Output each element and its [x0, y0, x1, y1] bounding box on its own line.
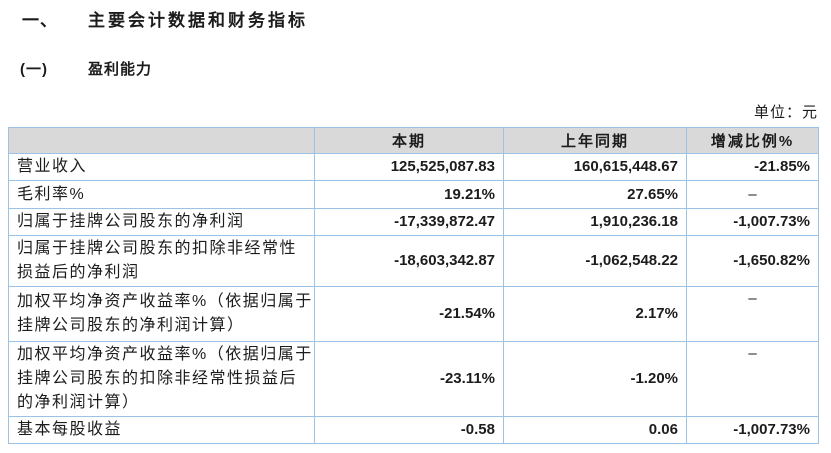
change-ratio-cell: -1,650.82% — [686, 235, 819, 287]
prior-period-cell: 27.65% — [503, 180, 687, 209]
section-heading: 一、 主要会计数据和财务指标 — [22, 6, 308, 31]
row-label-cell: 归属于挂牌公司股东的扣除非经常性损益后的净利润 — [8, 235, 315, 287]
row-label-cell: 加权平均净资产收益率%（依据归属于挂牌公司股东的扣除非经常性损益后的净利润计算） — [8, 341, 315, 417]
current-period-cell: -23.11% — [314, 341, 504, 417]
unit-label: 单位：元 — [753, 104, 818, 121]
prior-period-cell: 0.06 — [503, 416, 687, 444]
row-label-cell: 基本每股收益 — [8, 416, 315, 444]
row-label-cell: 加权平均净资产收益率%（依据归属于挂牌公司股东的净利润计算） — [8, 286, 315, 342]
section-title: 主要会计数据和财务指标 — [88, 11, 308, 30]
column-header-change-ratio: 增减比例% — [686, 127, 819, 154]
current-period-cell: -18,603,342.87 — [314, 235, 504, 287]
row-label-cell: 营业收入 — [8, 153, 315, 181]
table-row-basic-eps: 基本每股收益 -0.58 0.06 -1,007.73% — [8, 416, 819, 444]
row-label-cell: 毛利率% — [8, 180, 315, 209]
change-ratio-cell: – — [686, 286, 819, 342]
current-period-cell: 125,525,087.83 — [314, 153, 504, 181]
table-header-row: 本期 上年同期 增减比例% — [8, 127, 819, 154]
table-row-weighted-avg-roe-excl-nonrecurring: 加权平均净资产收益率%（依据归属于挂牌公司股东的扣除非经常性损益后的净利润计算）… — [8, 341, 819, 417]
current-period-cell: -0.58 — [314, 416, 504, 444]
prior-period-cell: -1,062,548.22 — [503, 235, 687, 287]
table-row-weighted-avg-roe: 加权平均净资产收益率%（依据归属于挂牌公司股东的净利润计算） -21.54% 2… — [8, 286, 819, 342]
current-period-cell: -17,339,872.47 — [314, 208, 504, 236]
table-row-net-profit-excl-nonrecurring: 归属于挂牌公司股东的扣除非经常性损益后的净利润 -18,603,342.87 -… — [8, 235, 819, 287]
change-ratio-cell: -1,007.73% — [686, 208, 819, 236]
subsection-title: 盈利能力 — [88, 61, 153, 78]
prior-period-cell: 2.17% — [503, 286, 687, 342]
table-row-net-profit: 归属于挂牌公司股东的净利润 -17,339,872.47 1,910,236.1… — [8, 208, 819, 236]
change-ratio-cell: – — [686, 341, 819, 417]
financial-indicators-table: 本期 上年同期 增减比例% 营业收入 125,525,087.83 160,61… — [8, 127, 819, 444]
column-header-current-period: 本期 — [314, 127, 504, 154]
prior-period-cell: 160,615,448.67 — [503, 153, 687, 181]
row-label-cell: 归属于挂牌公司股东的净利润 — [8, 208, 315, 236]
prior-period-cell: -1.20% — [503, 341, 687, 417]
current-period-cell: -21.54% — [314, 286, 504, 342]
current-period-cell: 19.21% — [314, 180, 504, 209]
table-row-gross-margin: 毛利率% 19.21% 27.65% – — [8, 180, 819, 209]
subsection-number: (一) — [20, 61, 48, 78]
subsection-heading: (一) 盈利能力 — [20, 58, 152, 79]
table-row-operating-revenue: 营业收入 125,525,087.83 160,615,448.67 -21.8… — [8, 153, 819, 181]
column-header-blank — [8, 127, 315, 154]
change-ratio-cell: -1,007.73% — [686, 416, 819, 444]
change-ratio-cell: -21.85% — [686, 153, 819, 181]
change-ratio-cell: – — [686, 180, 819, 209]
column-header-prior-period: 上年同期 — [503, 127, 687, 154]
section-number: 一、 — [22, 11, 58, 30]
prior-period-cell: 1,910,236.18 — [503, 208, 687, 236]
